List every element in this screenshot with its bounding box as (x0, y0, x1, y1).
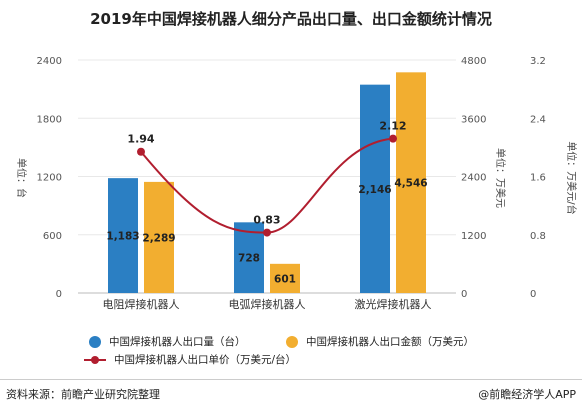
credit-note: @前瞻经济学人APP (478, 388, 576, 401)
right2-tick-label: 0 (530, 289, 536, 300)
left-tick-label: 1800 (37, 114, 62, 125)
left-tick-label: 0 (56, 289, 62, 300)
right1-tick-label: 2400 (461, 173, 486, 184)
right2-tick-label: 2.4 (530, 114, 546, 125)
left-tick-label: 2400 (37, 56, 62, 67)
chart-svg: 0 600 1200 1800 2400 0 1200 2400 3600 4800 0 0.8 1… (15, 56, 578, 311)
price-point (389, 134, 397, 143)
bar-amount (270, 263, 300, 293)
right1-tick-label: 1200 (461, 231, 486, 242)
bar-qty (234, 222, 264, 293)
bar-series (108, 72, 426, 293)
right-axis2-unit: 单位：万美元/台 (565, 141, 578, 214)
right-axis1-unit: 单位：万美元 (494, 148, 507, 208)
footer-divider (0, 379, 582, 380)
price-point (137, 147, 145, 156)
legend-qty-label: 中国焊接机器人出口量（台） (109, 336, 246, 348)
right1-tick-label: 0 (461, 289, 467, 300)
data-label-amount: 2,289 (142, 232, 175, 244)
legend-price-label: 中国焊接机器人出口单价（万美元/台） (114, 354, 297, 366)
source-note: 资料来源：前瞻产业研究院整理 (6, 388, 160, 401)
right1-tick-label: 3600 (461, 114, 486, 125)
left-axis: 0 600 1200 1800 2400 (37, 56, 62, 300)
data-label-amount: 4,546 (394, 178, 427, 190)
left-axis-unit: 单位：台 (15, 158, 28, 198)
legend-qty-swatch (89, 335, 101, 348)
right2-tick-label: 1.6 (530, 173, 546, 184)
data-label-price: 1.94 (127, 133, 154, 146)
left-tick-label: 1200 (37, 173, 62, 184)
legend-amount-swatch (286, 335, 298, 348)
legend-price: 中国焊接机器人出口单价（万美元/台） (84, 352, 296, 367)
category-label: 电阻焊接机器人 (103, 297, 180, 311)
data-label-qty: 728 (238, 253, 260, 265)
right-axis-price: 0 0.8 1.6 2.4 3.2 (530, 56, 546, 300)
legend-amount: 中国焊接机器人出口金额（万美元） (286, 334, 474, 349)
right2-tick-label: 3.2 (530, 56, 546, 67)
data-label-qty: 1,183 (106, 231, 139, 243)
data-label-price: 2.12 (379, 120, 406, 133)
right-axis-amount: 0 1200 2400 3600 4800 (461, 56, 486, 300)
data-label-amount: 601 (274, 273, 296, 285)
bar-qty (108, 178, 138, 293)
data-label-price: 0.83 (253, 214, 280, 227)
right1-tick-label: 4800 (461, 56, 486, 67)
price-line-series (137, 134, 397, 237)
bar-amount (396, 72, 426, 293)
bar-qty (360, 84, 390, 293)
category-label: 激光焊接机器人 (355, 297, 432, 311)
legend-price-swatch (84, 355, 106, 365)
right2-tick-label: 0.8 (530, 231, 546, 242)
category-label: 电弧焊接机器人 (229, 297, 306, 311)
left-tick-label: 600 (43, 231, 62, 242)
data-label-qty: 2,146 (358, 184, 391, 196)
category-labels: 电阻焊接机器人 电弧焊接机器人 激光焊接机器人 (103, 297, 432, 311)
chart-title: 2019年中国焊接机器人细分产品出口量、出口金额统计情况 (90, 10, 492, 28)
price-point (263, 228, 271, 237)
legend-amount-label: 中国焊接机器人出口金额（万美元） (306, 336, 474, 348)
bar-amount (144, 181, 174, 293)
legend-qty: 中国焊接机器人出口量（台） (89, 334, 246, 349)
